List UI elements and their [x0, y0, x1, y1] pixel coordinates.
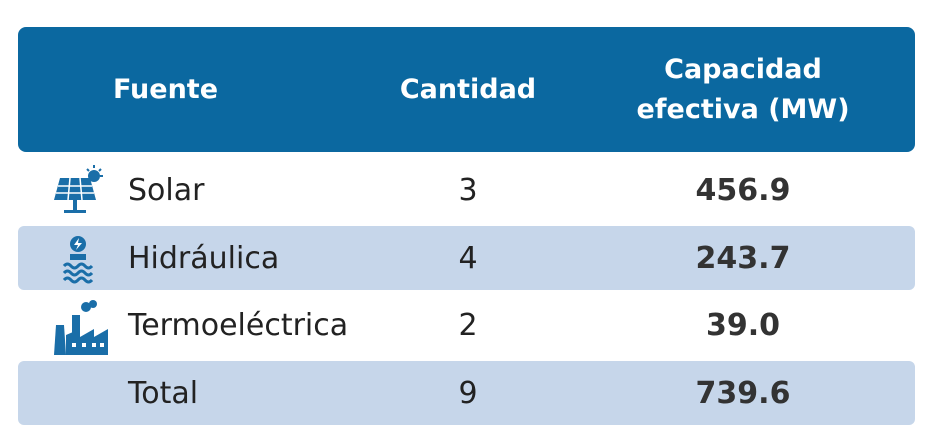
capacity: 243.7: [695, 240, 791, 276]
source-name: Solar: [128, 172, 205, 208]
header-cell: Capacidad efectiva (MW): [636, 53, 850, 125]
count: 4: [458, 240, 478, 276]
capacity: 456.9: [695, 172, 791, 208]
table-row: Hidráulica 4 243.7: [18, 226, 915, 290]
capacity: 739.6: [695, 375, 791, 411]
table-row: Solar 3 456.9: [18, 158, 915, 222]
header-cell: Cantidad: [399, 73, 537, 105]
source-name: Termoeléctrica: [128, 307, 349, 343]
hydro-icon: [62, 236, 94, 284]
total-label: Total: [128, 375, 199, 411]
source-name: Hidráulica: [128, 240, 280, 276]
capacity: 39.0: [705, 307, 781, 343]
thermo-icon: [54, 300, 108, 355]
count: 9: [458, 375, 478, 411]
table-row: Termoeléctrica 2 39.0: [18, 293, 915, 357]
count: 2: [458, 307, 478, 343]
solar-icon: [54, 165, 103, 213]
count: 3: [458, 172, 478, 208]
table-header: Fuente Cantidad Capacidad efectiva (MW): [18, 27, 915, 152]
header-cell: Fuente: [112, 73, 219, 105]
table-row: Total 9 739.6: [18, 361, 915, 425]
